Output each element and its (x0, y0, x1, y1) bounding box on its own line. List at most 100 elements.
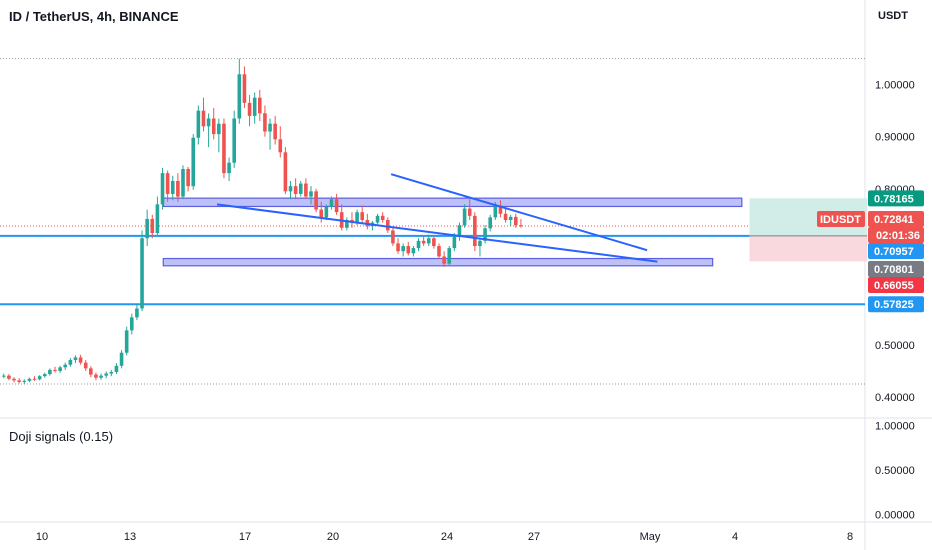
candle-body (283, 152, 288, 192)
price-badge-text: 0.72841 (874, 214, 914, 226)
candle-body (324, 206, 329, 218)
candle-body (498, 205, 503, 214)
candle-body (432, 238, 436, 247)
candle-body (17, 380, 21, 382)
candle-body (155, 204, 160, 234)
indicator-title: Doji signals (0.15) (9, 429, 113, 444)
candle-body (457, 225, 462, 237)
candle-body (391, 230, 395, 244)
candle-body (478, 240, 482, 247)
candle-body (309, 191, 313, 197)
candle-body (114, 365, 119, 372)
long-position-tool[interactable] (749, 198, 868, 262)
candle-body (94, 374, 98, 378)
candle-body (503, 213, 508, 220)
candle-body (329, 199, 334, 207)
candle-body (396, 243, 400, 252)
candle-body (488, 217, 492, 229)
candle-body (27, 378, 32, 381)
candle-body (406, 246, 411, 254)
price-labels: 0.78165 0.72841 IDUSDT 02:01:36 0.70957 0.708… (817, 190, 924, 313)
candle-body (519, 225, 523, 227)
candle-body (63, 364, 68, 368)
time-tick-label: 13 (124, 531, 136, 543)
candle-body (99, 375, 103, 378)
candle-body (380, 215, 385, 220)
candle-body (442, 256, 446, 264)
price-badge (868, 190, 924, 207)
candle-body (447, 248, 452, 264)
candle-body (355, 212, 359, 223)
candle-body (32, 378, 37, 380)
candle-body (109, 372, 114, 374)
price-levels (0, 58, 865, 385)
candle-body (416, 240, 421, 249)
candle-body (104, 373, 108, 376)
symbol-badge-text: IDUSDT (820, 214, 861, 226)
candle-body (252, 97, 257, 116)
candle-body (360, 212, 364, 220)
time-tick-label: 8 (847, 531, 853, 543)
price-badge (868, 243, 924, 259)
candle-body (508, 216, 513, 220)
candle-body (201, 110, 206, 127)
indicator-pane: Doji signals (0.15) 1.00000 0.50000 0.0000… (9, 420, 915, 521)
candle-body (222, 123, 226, 174)
candle-body (140, 238, 144, 309)
candle-body (191, 137, 196, 187)
candle-body (2, 375, 6, 377)
candle-body (298, 183, 303, 194)
candle-body (334, 199, 339, 213)
candle-body (278, 139, 283, 153)
candle-body (273, 123, 277, 140)
candle-body (58, 367, 62, 371)
candle-body (467, 208, 472, 216)
price-badge (868, 261, 924, 277)
candle-body (48, 369, 52, 375)
candle-body (258, 97, 262, 114)
candle-body (386, 220, 390, 231)
candle-body (304, 183, 308, 197)
candle-body (426, 238, 431, 244)
trendline (390, 173, 648, 252)
time-tick-label: 24 (441, 531, 453, 543)
candle-body (227, 162, 231, 174)
candle-body (176, 180, 180, 197)
price-tick-label: 0.50000 (875, 340, 915, 352)
price-badge-text: 0.57825 (874, 299, 914, 311)
candle-body (514, 216, 518, 226)
candle-body (319, 209, 324, 218)
trendlines[interactable] (216, 173, 658, 263)
candle-body (119, 352, 124, 366)
price-badge-text: 0.66055 (874, 280, 914, 292)
candle-body (242, 74, 247, 103)
candle-body (437, 246, 441, 257)
candle-body (124, 330, 129, 353)
time-tick-label: 4 (732, 531, 738, 543)
candle-body (247, 102, 252, 116)
candle-body (186, 168, 190, 187)
stop-zone (749, 235, 868, 262)
candle-body (211, 118, 216, 135)
price-tick-label: 0.90000 (875, 132, 915, 144)
candle-body (375, 215, 380, 223)
trendline (216, 203, 658, 263)
time-tick-label: 27 (528, 531, 540, 543)
candle-body (165, 173, 170, 194)
candles (2, 58, 523, 384)
timer-badge-text: 02:01:36 (876, 230, 920, 242)
price-tick-label: 1.00000 (875, 80, 915, 92)
time-axis[interactable]: 10 13 17 20 24 27 May 4 8 (36, 531, 853, 543)
candle-body (145, 218, 149, 239)
price-badge-text: 0.78165 (874, 193, 914, 205)
candle-body (22, 380, 27, 382)
candle-body (37, 376, 42, 380)
candle-body (12, 378, 16, 381)
time-tick-label: 20 (327, 531, 339, 543)
candle-body (150, 218, 155, 234)
candle-body (78, 357, 83, 363)
candle-body (135, 308, 139, 318)
candle-body (68, 360, 73, 365)
